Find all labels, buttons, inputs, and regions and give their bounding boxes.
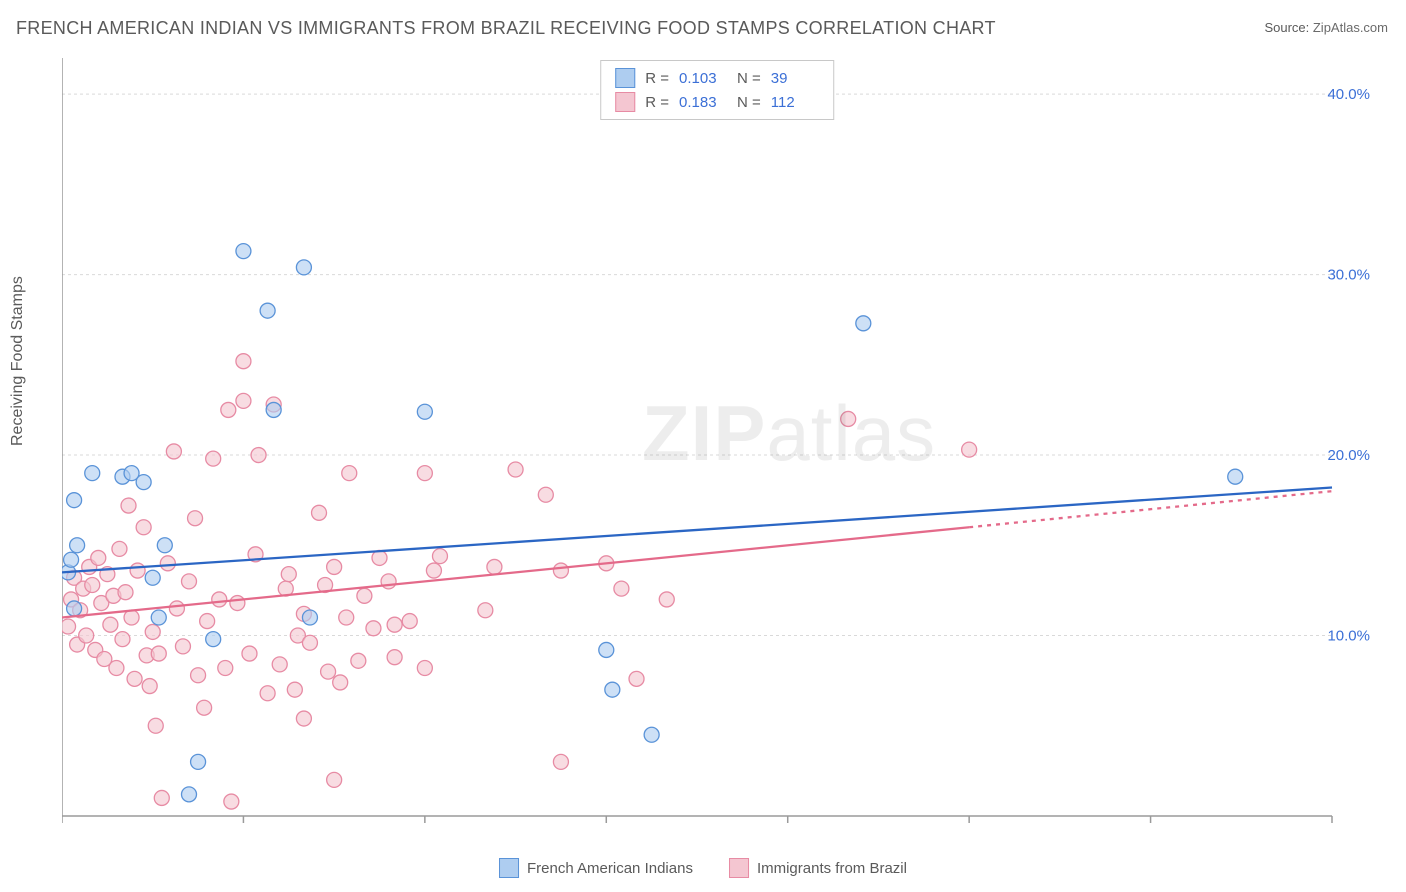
y-axis-label: Receiving Food Stamps [9,276,27,446]
n-value-a: 39 [771,70,819,87]
svg-text:40.0%: 40.0% [1327,86,1370,103]
swatch-a-icon [499,858,519,878]
svg-text:40.0%: 40.0% [1327,827,1370,828]
scatter-chart: 10.0% 20.0% 30.0% 40.0% 0.0% 40.0% [62,58,1372,828]
svg-text:20.0%: 20.0% [1327,447,1370,464]
source-link[interactable]: ZipAtlas.com [1313,20,1388,35]
r-value-b: 0.183 [679,94,727,111]
legend-row-a: R = 0.103 N = 39 [615,66,819,90]
swatch-a [615,68,635,88]
chart-title: FRENCH AMERICAN INDIAN VS IMMIGRANTS FRO… [16,18,996,39]
series-b-label: Immigrants from Brazil [757,860,907,877]
source-prefix: Source: [1264,20,1312,35]
legend-row-b: R = 0.183 N = 112 [615,90,819,114]
svg-text:30.0%: 30.0% [1327,267,1370,284]
svg-text:0.0%: 0.0% [62,827,90,828]
n-label-a: N = [737,70,761,87]
legend-item-b: Immigrants from Brazil [729,858,907,878]
svg-text:10.0%: 10.0% [1327,628,1370,645]
swatch-b [615,92,635,112]
r-label-b: R = [645,94,669,111]
series-a-label: French American Indians [527,860,693,877]
legend-item-a: French American Indians [499,858,693,878]
series-legend: French American Indians Immigrants from … [499,858,907,878]
correlation-legend: R = 0.103 N = 39 R = 0.183 N = 112 [600,60,834,120]
source-attribution: Source: ZipAtlas.com [1264,20,1388,35]
swatch-b-icon [729,858,749,878]
n-label-b: N = [737,94,761,111]
r-value-a: 0.103 [679,70,727,87]
chart-area: 10.0% 20.0% 30.0% 40.0% 0.0% 40.0% R = 0.103 … [62,58,1372,828]
r-label-a: R = [645,70,669,87]
n-value-b: 112 [771,94,819,111]
